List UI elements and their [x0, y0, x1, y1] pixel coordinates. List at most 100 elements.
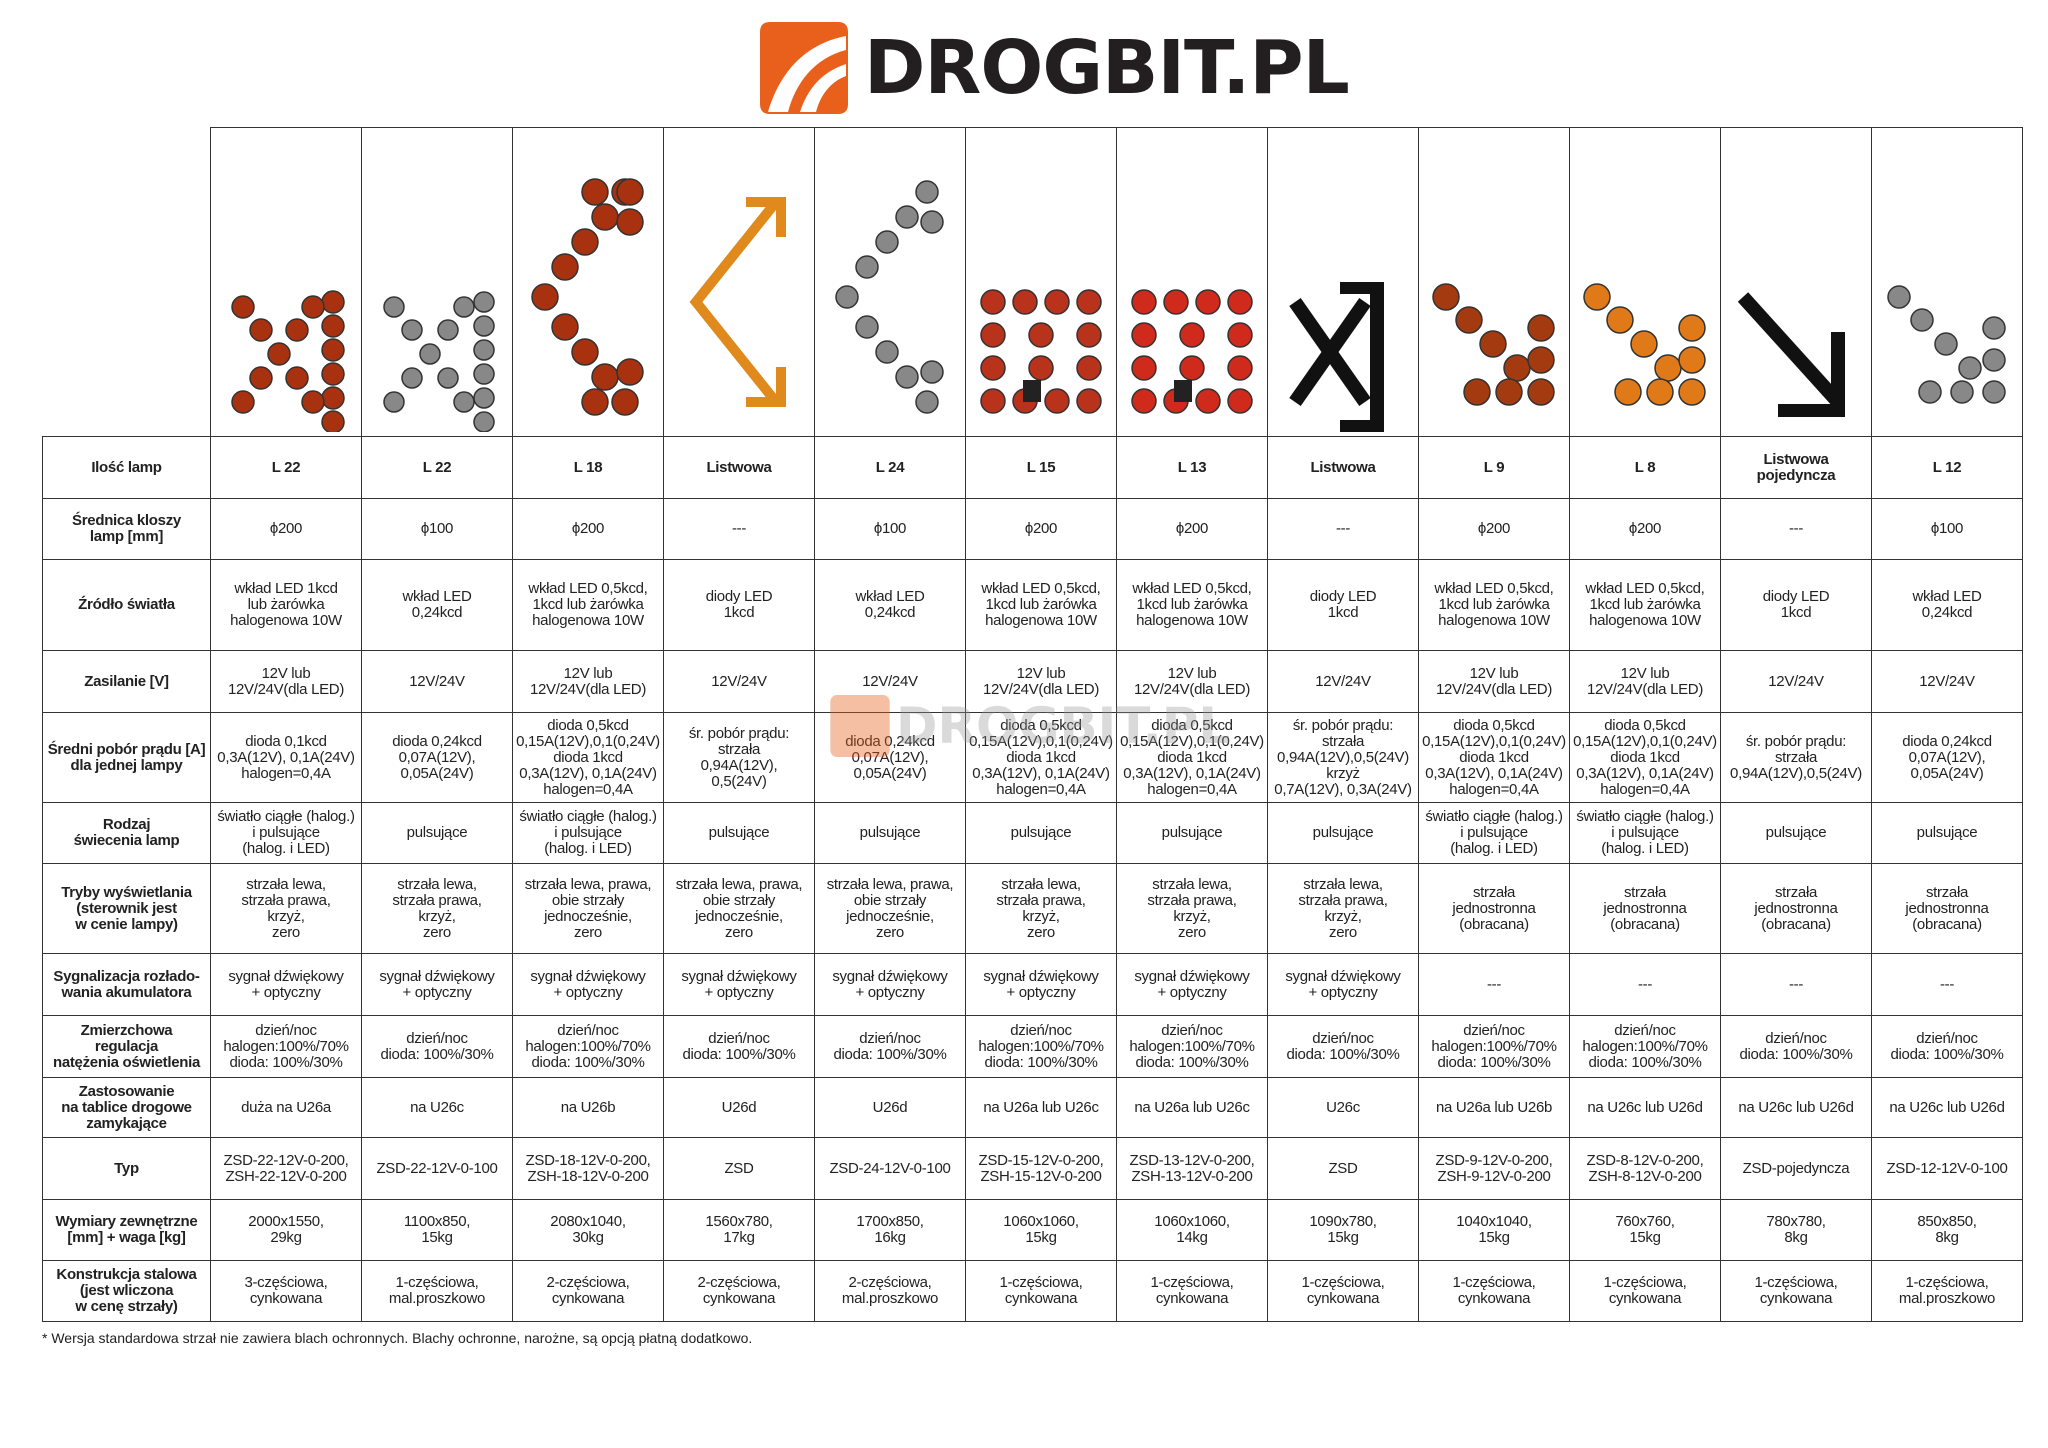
cell-text: dzień/noc halogen:100%/70% dioda: 100%/3…: [525, 1021, 651, 1071]
cell-text: dzień/noc dioda: 100%/30%: [380, 1029, 494, 1063]
cell-text: wkład LED 0,24kcd: [1912, 588, 1982, 621]
cell-text: ZSD-15-12V-0-200, ZSH-15-12V-0-200: [978, 1151, 1104, 1185]
table-cell: 1-częściowa, cynkowana: [965, 1260, 1117, 1322]
table-cell: Listwowa: [1267, 436, 1419, 499]
product-image-10: [1569, 127, 1721, 437]
table-cell: ZSD-13-12V-0-200, ZSH-13-12V-0-200: [1116, 1137, 1268, 1200]
product-images-row: [42, 127, 2023, 437]
table-cell: 2-częściowa, cynkowana: [663, 1260, 815, 1322]
row-label-text: Średnica kloszy lamp [mm]: [72, 512, 181, 545]
table-cell: ϕ100: [1871, 498, 2023, 560]
cell-text: sygnał dźwiękowy + optyczny: [530, 967, 646, 1001]
table-cell: Listwowa pojedyncza: [1720, 436, 1872, 499]
cell-text: L 12: [1932, 458, 1962, 476]
cell-text: 1-częściowa, cynkowana: [1150, 1274, 1234, 1307]
row-label: Wymiary zewnętrzne [mm] + waga [kg]: [42, 1199, 211, 1261]
cell-text: wkład LED 0,24kcd: [402, 588, 472, 621]
red-lamp-arrow-icon: [1432, 283, 1555, 406]
cell-text: sygnał dźwiękowy + optyczny: [681, 967, 797, 1001]
table-cell: strzała jednostronna (obracana): [1720, 863, 1872, 954]
table-cell: ZSD-pojedyncza: [1720, 1137, 1872, 1200]
table-row: Tryby wyświetlania (sterownik jest w cen…: [42, 863, 2023, 954]
cell-text: dzień/noc halogen:100%/70% dioda: 100%/3…: [1431, 1021, 1557, 1071]
table-cell: 12V/24V: [361, 650, 513, 713]
cell-text: wkład LED 0,24kcd: [855, 588, 925, 621]
cell-text: 780x780, 8kg: [1766, 1213, 1826, 1246]
cell-text: wkład LED 0,5kcd, 1kcd lub żarówka halog…: [1434, 580, 1554, 629]
cell-text: 12V lub 12V/24V(dla LED): [1586, 664, 1704, 698]
cell-text: ZSD-22-12V-0-100: [376, 1159, 498, 1177]
cell-text: wkład LED 0,5kcd, 1kcd lub żarówka halog…: [528, 580, 648, 629]
table-cell: 780x780, 8kg: [1720, 1199, 1872, 1261]
cell-text: światło ciągłe (halog.) i pulsujące (hal…: [217, 808, 355, 857]
table-cell: ϕ100: [814, 498, 966, 560]
table-cell: ZSD-15-12V-0-200, ZSH-15-12V-0-200: [965, 1137, 1117, 1200]
table-cell: sygnał dźwiękowy + optyczny: [814, 953, 966, 1016]
cell-text: ---: [1486, 975, 1502, 993]
table-cell: 1-częściowa, mal.proszkowo: [361, 1260, 513, 1322]
table-cell: diody LED 1kcd: [1720, 559, 1872, 651]
footnote: * Wersja standardowa strzał nie zawiera …: [42, 1330, 753, 1346]
cell-text: 1560x780, 17kg: [705, 1213, 773, 1246]
table-cell: dzień/noc dioda: 100%/30%: [361, 1015, 513, 1078]
table-cell: na U26c lub U26d: [1720, 1077, 1872, 1138]
table-cell: 12V lub 12V/24V(dla LED): [1116, 650, 1268, 713]
table-cell: dioda 0,24kcd 0,07A(12V), 0,05A(24V): [1871, 712, 2023, 803]
cell-text: L 22: [271, 458, 301, 476]
cell-text: diody LED 1kcd: [1762, 588, 1830, 621]
table-cell: ZSD-12-12V-0-100: [1871, 1137, 2023, 1200]
table-cell: światło ciągłe (halog.) i pulsujące (hal…: [512, 802, 664, 864]
cell-text: na U26a lub U26b: [1435, 1098, 1553, 1116]
cell-text: 3-częściowa, cynkowana: [244, 1274, 328, 1307]
table-cell: na U26c lub U26d: [1569, 1077, 1721, 1138]
table-cell: dzień/noc dioda: 100%/30%: [814, 1015, 966, 1078]
cell-text: na U26a lub U26c: [1134, 1098, 1250, 1116]
table-cell: dzień/noc halogen:100%/70% dioda: 100%/3…: [965, 1015, 1117, 1078]
cell-text: śr. pobór prądu: strzała 0,94A(12V),0,5(…: [1730, 732, 1862, 782]
table-cell: ---: [1720, 498, 1872, 560]
cell-text: dzień/noc dioda: 100%/30%: [1286, 1029, 1400, 1063]
table-cell: Listwowa: [663, 436, 815, 499]
table-cell: ---: [1267, 498, 1419, 560]
table-cell: na U26b: [512, 1077, 664, 1138]
gray-lamp-arrow-icon: [1887, 285, 2006, 404]
row-label: Konstrukcja stalowa (jest wliczona w cen…: [42, 1260, 211, 1322]
table-row: Średni pobór prądu [A] dla jednej lampy d…: [42, 712, 2023, 803]
cell-text: dzień/noc dioda: 100%/30%: [1739, 1029, 1853, 1063]
road-logo-icon: [760, 22, 848, 114]
table-cell: wkład LED 0,24kcd: [814, 559, 966, 651]
table-cell: ZSD: [1267, 1137, 1419, 1200]
cell-text: L 13: [1177, 458, 1207, 476]
cell-text: 12V lub 12V/24V(dla LED): [1435, 664, 1553, 698]
table-cell: wkład LED 0,5kcd, 1kcd lub żarówka halog…: [1418, 559, 1570, 651]
cell-text: na U26c lub U26d: [1889, 1098, 2005, 1116]
brand-logo: DROGBIT.PL: [760, 18, 1350, 118]
table-cell: strzała lewa, strzała prawa, krzyż, zero: [1267, 863, 1419, 954]
row-label-text: Ilość lamp: [91, 458, 162, 476]
cell-text: wkład LED 0,5kcd, 1kcd lub żarówka halog…: [1585, 580, 1705, 629]
table-cell: ZSD-22-12V-0-200, ZSH-22-12V-0-200: [210, 1137, 362, 1200]
cell-text: strzała lewa, prawa, obie strzały jednoc…: [524, 875, 652, 941]
table-cell: strzała lewa, strzała prawa, krzyż, zero: [361, 863, 513, 954]
table-cell: sygnał dźwiękowy + optyczny: [1267, 953, 1419, 1016]
cell-text: pulsujące: [859, 824, 921, 841]
cell-text: 12V/24V: [711, 672, 767, 690]
cell-text: L 22: [422, 458, 452, 476]
table-cell: dzień/noc halogen:100%/70% dioda: 100%/3…: [1418, 1015, 1570, 1078]
empty-corner: [42, 127, 211, 437]
row-label-text: Rodzaj świecenia lamp: [73, 816, 180, 849]
table-cell: dzień/noc dioda: 100%/30%: [1267, 1015, 1419, 1078]
product-image-11: [1720, 127, 1872, 437]
cell-text: strzała jednostronna (obracana): [1905, 883, 1989, 933]
cell-text: ZSD-12-12V-0-100: [1886, 1159, 2008, 1177]
cell-text: dioda 0,5kcd 0,15A(12V),0,1(0,24V) dioda…: [1573, 716, 1717, 798]
table-cell: dioda 0,24kcd 0,07A(12V), 0,05A(24V): [814, 712, 966, 803]
cell-text: dzień/noc dioda: 100%/30%: [682, 1029, 796, 1063]
table-cell: pulsujące: [814, 802, 966, 864]
table-cell: ---: [1569, 953, 1721, 1016]
table-row: Zastosowanie na tablice drogowe zamykają…: [42, 1077, 2023, 1138]
table-cell: 1700x850, 16kg: [814, 1199, 966, 1261]
table-cell: 2-częściowa, cynkowana: [512, 1260, 664, 1322]
cell-text: diody LED 1kcd: [705, 588, 773, 621]
cell-text: 12V lub 12V/24V(dla LED): [1133, 664, 1251, 698]
